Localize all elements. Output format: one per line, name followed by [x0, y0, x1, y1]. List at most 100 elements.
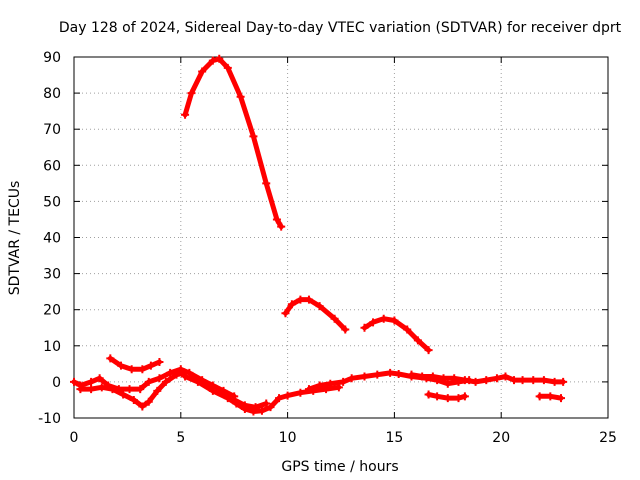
data-point	[529, 376, 538, 385]
data-point	[95, 374, 104, 383]
data-point	[535, 392, 544, 401]
data-point	[287, 300, 296, 309]
data-point	[492, 374, 501, 383]
data-point	[443, 379, 452, 388]
data-point	[138, 365, 147, 374]
data-point	[87, 377, 96, 386]
data-point	[334, 383, 343, 392]
data-point	[322, 385, 331, 394]
data-point	[275, 394, 284, 403]
series-arc-low-a	[107, 355, 162, 372]
data-point	[249, 132, 258, 141]
data-point	[97, 383, 106, 392]
data-point	[249, 407, 258, 416]
data-point	[176, 365, 185, 374]
y-tick-label: 40	[43, 231, 61, 247]
series-group	[71, 56, 566, 414]
data-point	[116, 361, 125, 370]
data-point	[125, 385, 134, 394]
markers-group	[70, 54, 568, 416]
x-tick-label: 10	[279, 430, 297, 446]
data-point	[315, 302, 324, 311]
data-point	[76, 385, 85, 394]
data-point	[172, 370, 181, 379]
data-point	[181, 372, 190, 381]
data-point	[281, 309, 290, 318]
data-point	[144, 377, 153, 386]
y-tick-label: 20	[43, 303, 61, 319]
data-point	[433, 392, 442, 401]
data-point	[153, 386, 162, 395]
data-point	[161, 377, 170, 386]
data-point	[208, 56, 217, 65]
data-point	[104, 381, 113, 390]
data-point	[266, 403, 275, 412]
data-point	[223, 63, 232, 72]
data-point	[428, 372, 437, 381]
data-point	[418, 372, 427, 381]
data-point	[240, 401, 249, 410]
data-point	[108, 385, 117, 394]
data-point	[557, 394, 566, 403]
data-point	[330, 314, 339, 323]
data-point	[369, 318, 378, 327]
data-point	[326, 379, 335, 388]
data-point	[181, 110, 190, 119]
data-point	[386, 368, 395, 377]
data-point	[129, 395, 138, 404]
data-point	[373, 370, 382, 379]
data-point	[215, 54, 224, 63]
data-point	[518, 376, 527, 385]
data-point	[144, 397, 153, 406]
data-point	[208, 386, 217, 395]
data-point	[482, 376, 491, 385]
data-point	[219, 386, 228, 395]
data-point	[119, 390, 128, 399]
data-point	[360, 323, 369, 332]
data-point	[166, 368, 175, 377]
data-point	[236, 92, 245, 101]
data-point	[296, 295, 305, 304]
data-point	[424, 346, 433, 355]
y-tick-label: 60	[43, 158, 61, 174]
data-point	[198, 376, 207, 385]
data-point	[360, 372, 369, 381]
data-point	[339, 377, 348, 386]
data-point	[309, 386, 318, 395]
data-point	[394, 369, 403, 378]
data-point	[422, 374, 431, 383]
y-tick-label: -10	[38, 411, 61, 427]
data-point	[433, 376, 442, 385]
data-point	[138, 402, 147, 411]
data-point	[379, 314, 388, 323]
data-point	[257, 406, 266, 415]
data-point	[296, 388, 305, 397]
axis-ticks: 0 5 10 15 20 25 -10 0 10 20 30 40 50 60 70 80 90	[38, 50, 617, 446]
y-tick-label: 90	[43, 50, 61, 66]
data-point	[262, 179, 271, 188]
data-point	[262, 399, 271, 408]
series-arc-low-g	[409, 372, 566, 385]
data-point	[559, 377, 568, 386]
data-point	[501, 372, 510, 381]
data-point	[424, 390, 433, 399]
data-point	[471, 377, 480, 386]
y-tick-label: 0	[52, 375, 61, 391]
data-point	[460, 376, 469, 385]
x-tick-label: 20	[492, 430, 510, 446]
data-point	[136, 385, 145, 394]
data-point	[413, 336, 422, 345]
x-axis-label: GPS time / hours	[281, 459, 398, 475]
chart-title: Day 128 of 2024, Sidereal Day-to-day VTE…	[59, 20, 622, 36]
data-point	[155, 358, 164, 367]
data-point	[146, 361, 155, 370]
x-tick-label: 0	[70, 430, 79, 446]
x-tick-label: 25	[599, 430, 617, 446]
data-point	[315, 381, 324, 390]
data-point	[439, 374, 448, 383]
data-point	[510, 376, 519, 385]
y-tick-label: 80	[43, 86, 61, 102]
data-point	[187, 89, 196, 98]
data-point	[251, 403, 260, 412]
